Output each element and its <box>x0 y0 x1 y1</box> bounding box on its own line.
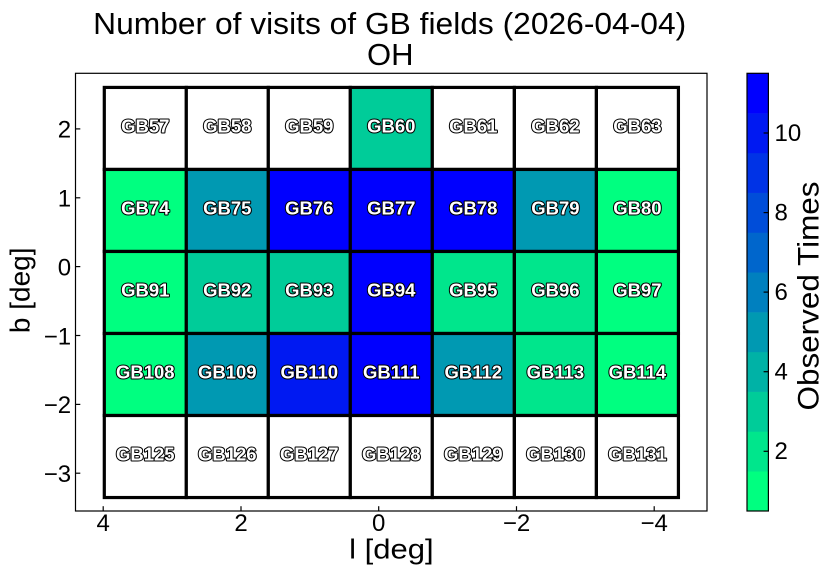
svg-text:GB126: GB126 <box>198 444 257 465</box>
svg-text:Number of visits of GB fields: Number of visits of GB fields (2026-04-0… <box>93 6 686 41</box>
svg-text:GB112: GB112 <box>444 362 502 383</box>
svg-text:GB74: GB74 <box>121 198 170 219</box>
svg-text:GB97: GB97 <box>613 280 661 301</box>
svg-text:−1: −1 <box>44 323 71 350</box>
svg-text:GB57: GB57 <box>121 116 169 137</box>
svg-text:GB127: GB127 <box>280 444 339 465</box>
svg-text:1: 1 <box>58 186 71 213</box>
svg-text:GB108: GB108 <box>116 362 175 383</box>
svg-text:OH: OH <box>367 37 414 72</box>
svg-text:GB76: GB76 <box>285 198 333 219</box>
svg-text:GB96: GB96 <box>531 280 579 301</box>
svg-text:GB58: GB58 <box>203 116 251 137</box>
svg-text:2: 2 <box>58 117 71 144</box>
svg-text:−3: −3 <box>44 461 71 488</box>
svg-text:10: 10 <box>775 120 802 147</box>
svg-text:−2: −2 <box>44 392 71 419</box>
svg-text:6: 6 <box>775 279 788 306</box>
svg-text:GB59: GB59 <box>285 116 333 137</box>
svg-text:GB94: GB94 <box>367 280 416 301</box>
svg-text:GB60: GB60 <box>367 116 415 137</box>
svg-text:2: 2 <box>234 510 247 537</box>
svg-text:b [deg]: b [deg] <box>4 247 35 333</box>
svg-text:−2: −2 <box>503 510 530 537</box>
svg-text:4: 4 <box>775 359 788 386</box>
svg-text:−4: −4 <box>641 510 668 537</box>
svg-text:GB130: GB130 <box>526 444 585 465</box>
svg-text:GB63: GB63 <box>613 116 661 137</box>
svg-text:GB110: GB110 <box>280 362 338 383</box>
svg-text:l [deg]: l [deg] <box>349 534 434 565</box>
svg-text:8: 8 <box>775 200 788 227</box>
svg-text:GB129: GB129 <box>444 444 503 465</box>
svg-text:GB109: GB109 <box>198 362 257 383</box>
svg-text:GB111: GB111 <box>363 362 420 383</box>
svg-text:GB113: GB113 <box>527 362 585 383</box>
svg-text:GB62: GB62 <box>531 116 579 137</box>
svg-text:GB77: GB77 <box>367 198 415 219</box>
svg-text:GB95: GB95 <box>449 280 497 301</box>
svg-text:GB92: GB92 <box>203 280 251 301</box>
svg-text:0: 0 <box>58 254 71 281</box>
svg-text:GB80: GB80 <box>613 198 661 219</box>
svg-text:GB78: GB78 <box>449 198 497 219</box>
svg-text:GB91: GB91 <box>121 280 169 301</box>
svg-text:0: 0 <box>372 510 385 537</box>
svg-text:GB61: GB61 <box>449 116 497 137</box>
svg-text:GB75: GB75 <box>203 198 251 219</box>
svg-text:GB79: GB79 <box>531 198 579 219</box>
svg-text:GB131: GB131 <box>608 444 667 465</box>
svg-text:GB114: GB114 <box>609 362 667 383</box>
svg-text:Observed Times: Observed Times <box>793 182 826 411</box>
svg-text:2: 2 <box>775 438 788 465</box>
svg-text:GB93: GB93 <box>285 280 333 301</box>
svg-text:GB125: GB125 <box>116 444 175 465</box>
svg-text:4: 4 <box>97 510 110 537</box>
svg-text:GB128: GB128 <box>362 444 421 465</box>
